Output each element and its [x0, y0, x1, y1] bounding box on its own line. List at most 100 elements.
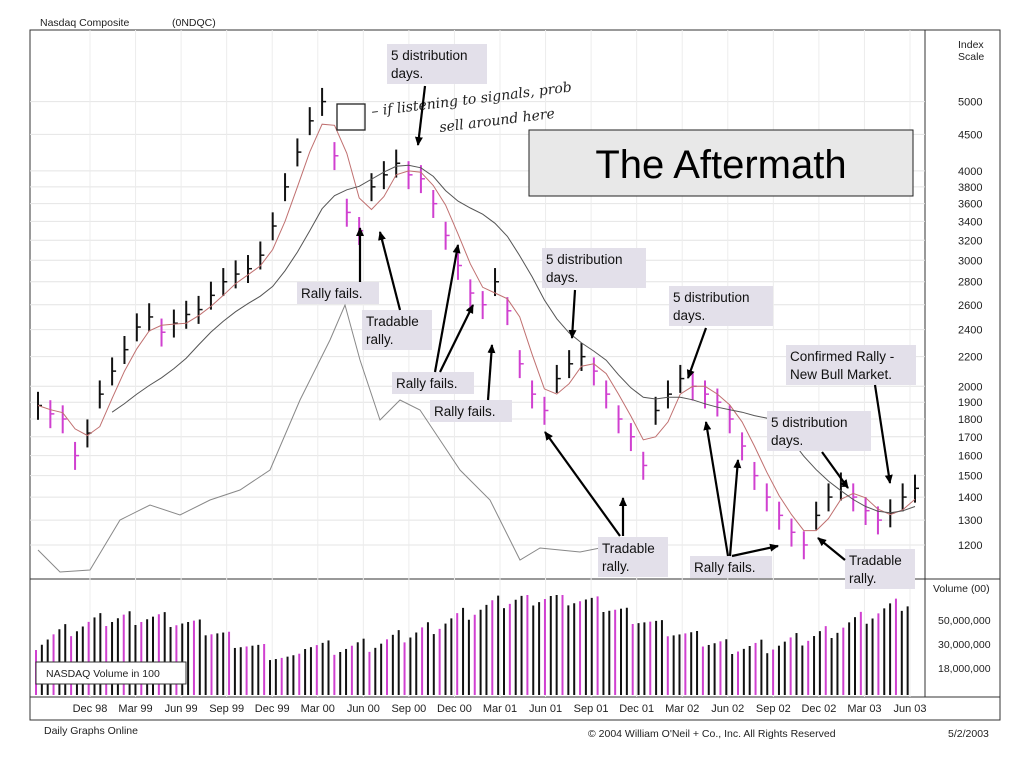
footer-copyright: © 2004 William O'Neil + Co., Inc. All Ri…: [588, 728, 836, 740]
y-tick-label: 2600: [958, 300, 982, 312]
price-grid: [30, 30, 925, 697]
volume-tick-2: 30,000,000: [938, 639, 991, 651]
annotation-box: [690, 556, 772, 578]
annotation-text: 5 distribution: [771, 415, 848, 430]
outer-frame: [29, 29, 1001, 721]
annotation-text: days.: [546, 270, 578, 285]
annotation-arrow: [378, 231, 402, 311]
y-tick-label: 3200: [958, 235, 982, 247]
annotation-arrows: [356, 85, 893, 561]
x-tick-labels: Dec 98 Mar 99 Jun 99 Sep 99 Dec 99 Mar 00 Jun …: [73, 703, 927, 715]
annotation-text: days.: [673, 308, 705, 323]
y-tick-label: 5000: [958, 97, 982, 109]
y-tick-label: 3800: [958, 182, 982, 194]
x-tick-label: Sep 99: [209, 703, 244, 715]
title-text: The Aftermath: [595, 143, 846, 187]
annotation-text: rally.: [602, 559, 630, 574]
annotation-text: Rally fails.: [694, 560, 756, 575]
annotation-box: [669, 286, 773, 326]
annotation-arrow: [414, 85, 427, 146]
annotation-arrow: [568, 289, 577, 339]
annotation-arrow: [703, 421, 730, 557]
index-scale-label-line1: Index: [958, 39, 984, 51]
volume-bars: [35, 595, 909, 695]
annotation-text: Tradable: [602, 541, 655, 556]
y-tick-label: 1800: [958, 414, 982, 426]
annotation-box: [598, 537, 668, 577]
annotation-box: [786, 345, 916, 385]
y-tick-label: 1900: [958, 397, 982, 409]
volume-label: NASDAQ Volume in 100: [46, 668, 160, 680]
annotation-arrow: [486, 344, 496, 401]
annotation-box: [767, 411, 871, 451]
annotation-box: [362, 310, 432, 350]
y-tick-labels: 5000 4500 4000 3800 3600 3400 3200 3000 2800 2600…: [958, 97, 982, 552]
volume-axis-title: Volume (00): [933, 583, 990, 595]
annotation-box: [542, 248, 646, 288]
ma-long-line: [111, 164, 916, 514]
x-tick-label: Dec 99: [255, 703, 290, 715]
index-scale-label-line2: Scale: [958, 51, 984, 63]
title-box: [528, 129, 914, 197]
footer-date: 5/2/2003: [948, 728, 989, 740]
annotation-arrow: [439, 304, 474, 373]
annotation-text: Rally fails.: [301, 286, 363, 301]
y-tick-label: 2400: [958, 325, 982, 337]
annotation-text: Rally fails.: [396, 376, 458, 391]
x-tick-label: Jun 02: [711, 703, 744, 715]
annotation-box: [430, 400, 512, 422]
price-bars: [37, 87, 919, 560]
annotation-text: New Bull Market.: [790, 367, 892, 382]
annotation-text: rally.: [849, 571, 877, 586]
annotation-box: [392, 372, 474, 394]
y-tick-label: 1200: [958, 540, 982, 552]
y-tick-label: 2200: [958, 352, 982, 364]
annotation-arrow: [728, 459, 742, 557]
annotation-box: [387, 44, 487, 84]
volume-tick-3: 18,000,000: [938, 663, 991, 675]
annotation-text: Tradable: [366, 314, 419, 329]
x-tick-label: Jun 01: [529, 703, 562, 715]
annotation-text: days.: [771, 433, 803, 448]
rs-line: [37, 303, 621, 573]
x-tick-label: Sep 00: [391, 703, 426, 715]
x-tick-label: Dec 00: [437, 703, 472, 715]
x-tick-label: Mar 02: [665, 703, 699, 715]
annotation-text: rally.: [366, 332, 394, 347]
annotation-arrow: [686, 327, 708, 379]
annotation-arrow: [433, 244, 461, 373]
annotation-text: days.: [391, 66, 423, 81]
annotation-box: [297, 282, 379, 304]
index-name: Nasdaq Composite: [40, 17, 129, 29]
highlight-box: [336, 103, 366, 131]
y-tick-label: 1600: [958, 451, 982, 463]
ma-short-line: [37, 123, 916, 532]
y-tick-label: 3000: [958, 255, 982, 267]
annotation-arrow: [873, 384, 893, 484]
x-tick-label: Dec 02: [801, 703, 836, 715]
relative-strength-line: [37, 303, 621, 573]
annotation-arrow: [821, 451, 849, 489]
x-tick-label: Jun 00: [347, 703, 380, 715]
y-tick-label: 4000: [958, 166, 982, 178]
y-tick-label: 3400: [958, 216, 982, 228]
annotation-text: Rally fails.: [434, 404, 496, 419]
y-tick-label: 1300: [958, 515, 982, 527]
annotation-box: [845, 549, 915, 589]
x-tick-label: Mar 99: [118, 703, 152, 715]
y-tick-label: 2000: [958, 381, 982, 393]
y-tick-label: 1400: [958, 492, 982, 504]
x-tick-label: Dec 98: [73, 703, 108, 715]
annotation-text: Confirmed Rally -: [790, 349, 894, 364]
annotation-arrow: [544, 431, 621, 537]
x-tick-label: Sep 02: [756, 703, 791, 715]
x-tick-label: Sep 01: [574, 703, 609, 715]
x-tick-label: Mar 03: [847, 703, 881, 715]
y-tick-label: 1700: [958, 432, 982, 444]
volume-tick-1: 50,000,000: [938, 615, 991, 627]
x-tick-label: Mar 00: [301, 703, 335, 715]
x-tick-label: Jun 99: [165, 703, 198, 715]
x-tick-label: Mar 01: [483, 703, 517, 715]
